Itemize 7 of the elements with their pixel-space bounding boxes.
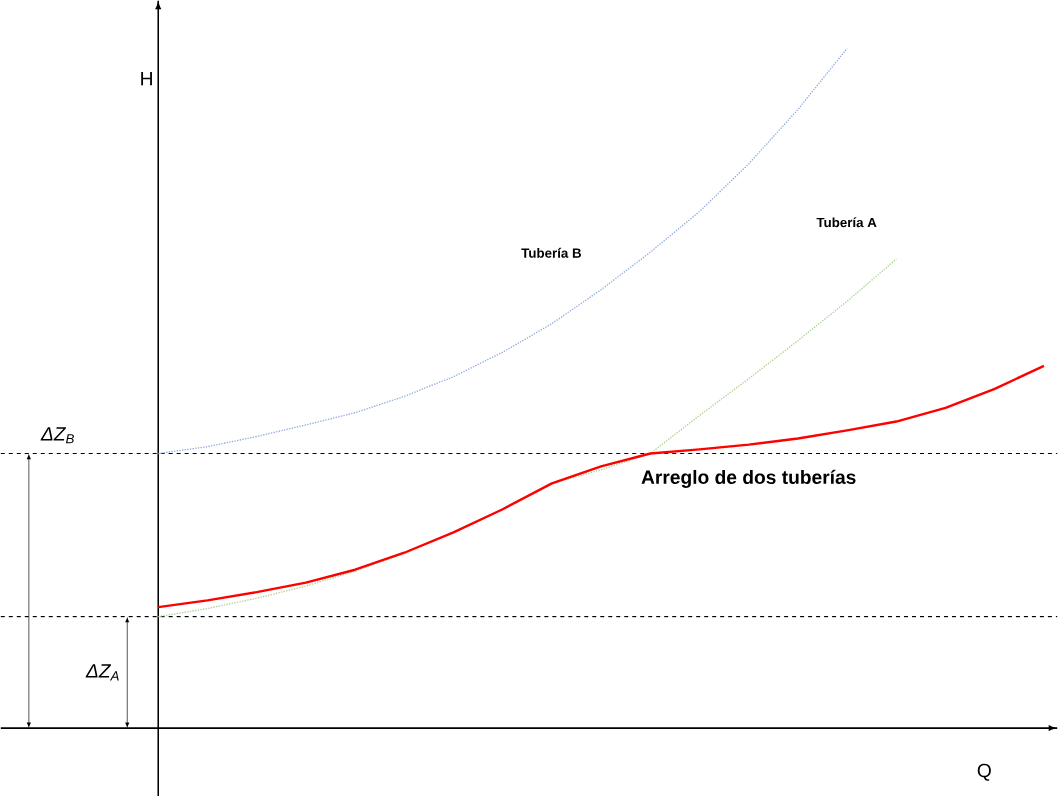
ref-line-label: ΔZ$_{B}$ [40, 427, 74, 444]
x-axis-title: Q [977, 763, 991, 781]
y-axis-title: H [141, 72, 152, 86]
text: Tubería B [521, 247, 582, 258]
text: Tubería A [816, 217, 877, 228]
series-label: Arreglo de dos tuberías [641, 469, 856, 488]
ref-line-label: ΔZ$_{A}$ [85, 664, 119, 681]
